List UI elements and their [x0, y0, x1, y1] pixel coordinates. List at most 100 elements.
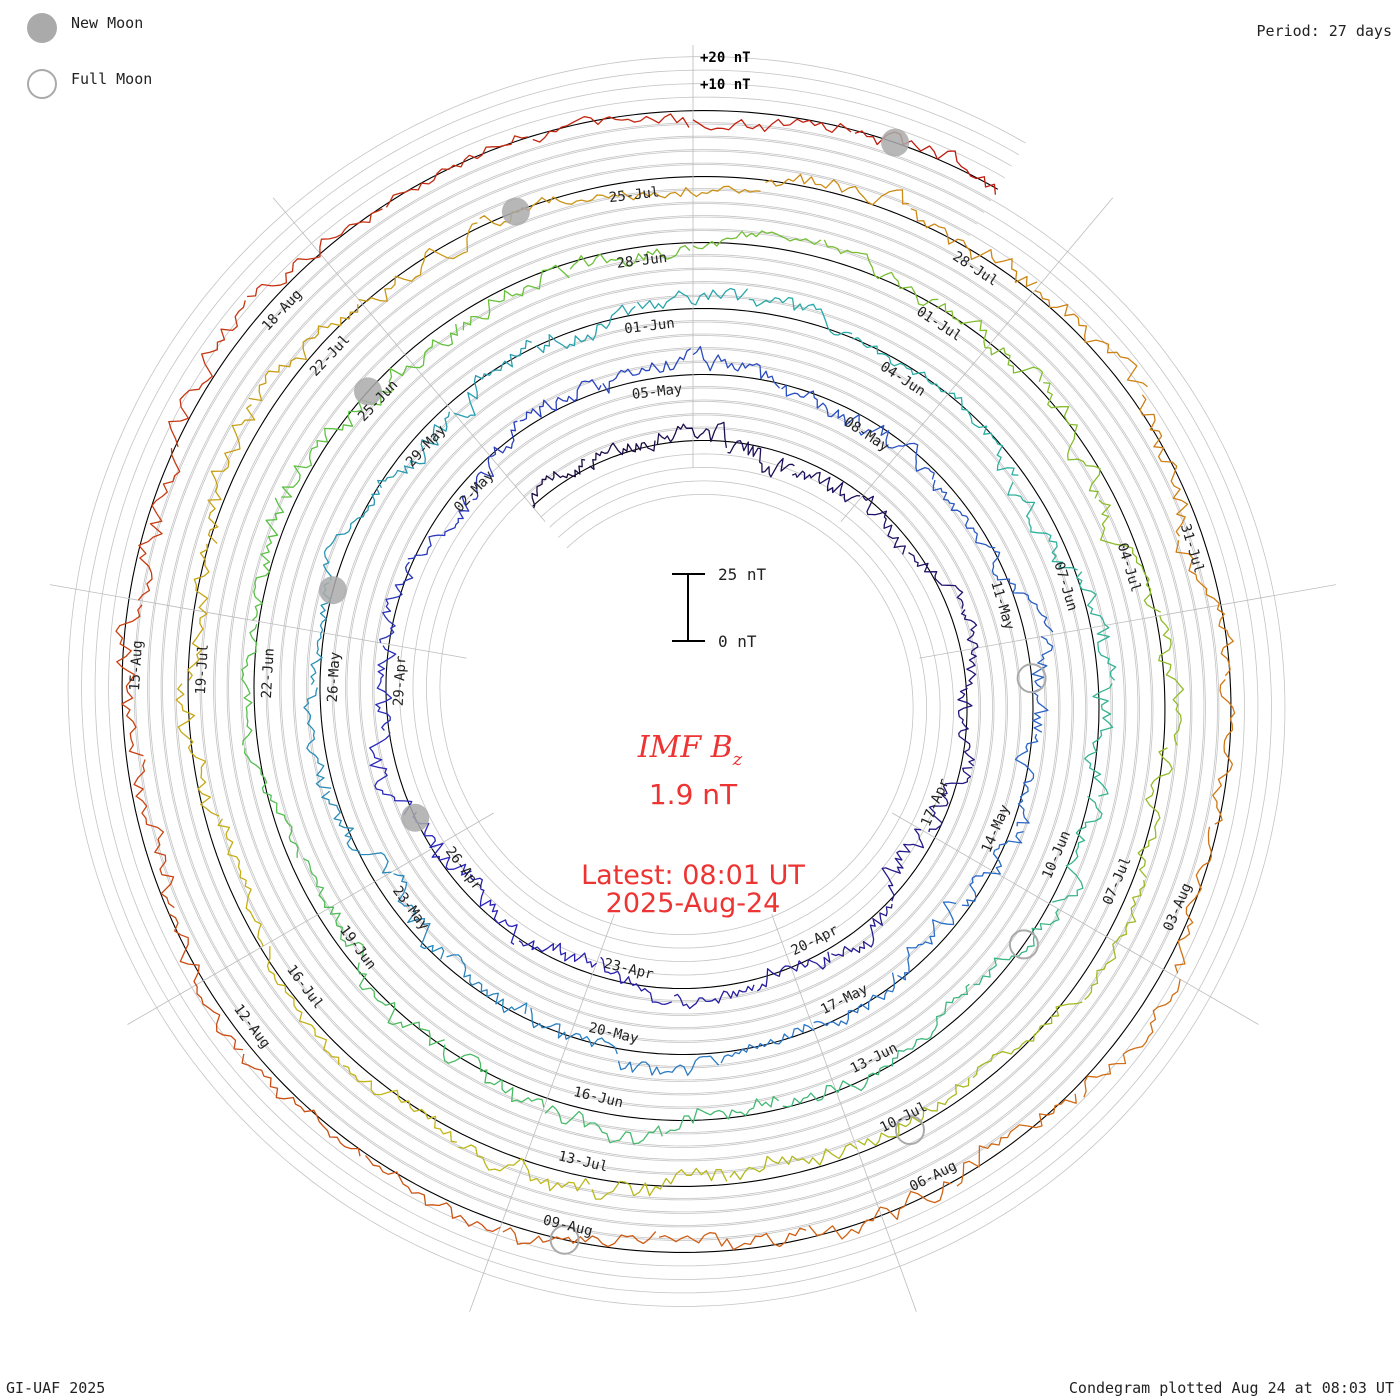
bz-trace-segment: [1084, 683, 1114, 797]
date-label: 11-May: [987, 579, 1017, 632]
date-label: 31-Jul: [1177, 522, 1207, 575]
spiral-grid: [67, 56, 1286, 1307]
date-label: 19-Jul: [193, 644, 212, 695]
current-value: 1.9 nT: [649, 778, 738, 811]
bz-trace-segment: [569, 245, 691, 270]
grid-spiral: [81, 69, 1272, 1294]
bz-trace-segment: [1014, 733, 1039, 827]
date-label: 28-Jul: [950, 248, 1001, 289]
grid-spiral: [135, 123, 1218, 1240]
bz-trace-segment: [321, 790, 392, 874]
bz-trace-segment: [502, 1227, 657, 1248]
bz-trace-segment: [589, 440, 656, 470]
bz-trace-segment: [852, 337, 947, 393]
bz-trace-segment: [897, 901, 957, 981]
full-moon-marker: [1016, 663, 1047, 694]
bz-trace-segment: [379, 561, 414, 644]
bz-trace-segment: [936, 303, 1044, 383]
bz-trace-segment: [531, 458, 586, 509]
bz-trace-segment: [727, 439, 795, 478]
bz-trace-segment: [791, 470, 861, 503]
bz-trace-segment: [960, 609, 979, 688]
date-label: 01-Jul: [913, 304, 964, 345]
bz-trace-segment: [1158, 615, 1185, 746]
bz-trace-segment: [342, 1064, 457, 1143]
full-moon-marker: [549, 1224, 580, 1255]
bz-trace-segment: [720, 1023, 815, 1064]
date-label: 26-May: [325, 651, 344, 702]
date-label: 25-Jul: [608, 184, 660, 206]
day-spoke: [892, 812, 1259, 1025]
bz-trace-segment: [602, 347, 691, 394]
full-moon-icon: [27, 69, 57, 99]
bz-trace-segment: [1034, 289, 1148, 388]
bz-trace-segment: [168, 913, 243, 1051]
plotted-label: Condegram plotted Aug 24 at 08:03 UT: [1068, 1379, 1394, 1397]
bz-trace-segment: [600, 956, 673, 1005]
bz-trace-segment: [823, 239, 939, 307]
bz-trace-segment: [756, 951, 831, 992]
bz-trace-segment: [881, 828, 925, 902]
bz-trace-segment: [472, 420, 518, 501]
grid-spiral: [162, 150, 1191, 1213]
bz-trace-segment: [1084, 879, 1146, 1001]
bz-trace-segment: [658, 1227, 807, 1251]
date-label: 01-Jun: [624, 316, 676, 338]
bz-trace-segment: [932, 479, 996, 549]
legend-full-moon: Full Moon: [27, 69, 152, 99]
bz-trace-segment: [957, 687, 975, 767]
bz-trace-segment: [972, 1001, 1083, 1079]
bz-trace-segment: [241, 1053, 361, 1157]
date-label: 04-Jul: [1114, 541, 1144, 594]
bz-trace-segment: [656, 421, 728, 448]
center-readout: IMF Bz 1.9 nT Latest: 08:01 UT 2025-Aug-…: [581, 730, 805, 919]
bz-trace-segment: [322, 487, 380, 581]
latest-time: Latest: 08:01 UT: [581, 860, 805, 891]
bz-trace-segment: [248, 304, 359, 402]
bz-trace-segment: [808, 1181, 952, 1240]
bz-trace-segment: [1083, 979, 1181, 1098]
bz-trace-segment: [369, 731, 413, 816]
bz-trace-segment: [357, 962, 445, 1046]
bz-trace-segment: [207, 404, 256, 544]
bz-trace-segment: [393, 873, 445, 960]
bz-trace-segment: [243, 748, 299, 858]
bz-trace-segment: [115, 604, 144, 757]
zero-baseline-spiral: [121, 110, 1232, 1253]
grid-spiral: [148, 137, 1205, 1226]
bz-trace-segment: [782, 1065, 889, 1108]
bz-trace-segment: [133, 759, 175, 909]
bz-trace-segment: [217, 818, 264, 947]
bz-trace-segment: [956, 1093, 1077, 1187]
scale-bar-top-label: 25 nT: [718, 565, 767, 584]
bz-trace-segment: [831, 903, 893, 957]
bz-trace-segment: [365, 1155, 501, 1233]
date-label: 29-May: [403, 422, 449, 470]
chart-title: IMF Bz: [637, 730, 743, 770]
bz-trace-segment: [442, 1044, 545, 1108]
bz-trace-segment: [858, 424, 935, 480]
bz-trace-segment: [281, 400, 363, 498]
bz-trace-segment: [385, 135, 529, 208]
bz-trace-segment: [692, 230, 822, 250]
date-label: 05-May: [631, 381, 683, 403]
new-moon-icon: [27, 13, 57, 43]
full-moon-label: Full Moon: [71, 70, 153, 88]
zero-spiral: [121, 110, 1232, 1253]
bz-trace-segment: [1007, 481, 1078, 571]
bz-trace-segment: [617, 1055, 720, 1076]
new-moon-label: New Moon: [71, 14, 144, 32]
bz-trace-segment: [168, 300, 246, 448]
full-moon-marker: [1008, 929, 1039, 960]
bz-trace-segment: [973, 908, 1060, 986]
bz-trace-segment: [692, 118, 852, 133]
bz-trace-segment: [591, 1167, 728, 1200]
bz-trace-segment: [928, 766, 973, 833]
period-label: Period: 27 days: [1256, 22, 1392, 40]
bz-trace-segment: [458, 1144, 591, 1192]
bz-trace-segment: [266, 946, 340, 1065]
day-spoke: [771, 913, 917, 1312]
scale-bar-bottom-label: 0 nT: [718, 632, 757, 651]
bz-trace-segment: [729, 1143, 858, 1181]
